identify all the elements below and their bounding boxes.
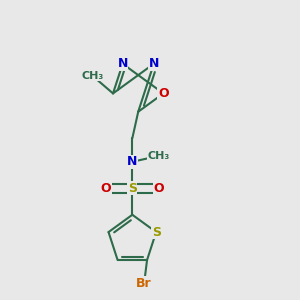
Text: S: S bbox=[128, 182, 137, 195]
Text: Br: Br bbox=[136, 277, 152, 290]
Text: CH₃: CH₃ bbox=[81, 71, 104, 81]
Text: N: N bbox=[127, 155, 137, 168]
Text: S: S bbox=[152, 226, 160, 238]
Text: N: N bbox=[118, 57, 128, 70]
Text: CH₃: CH₃ bbox=[148, 151, 170, 161]
Text: O: O bbox=[154, 182, 164, 195]
Text: O: O bbox=[158, 87, 169, 100]
Text: N: N bbox=[148, 57, 159, 70]
Text: O: O bbox=[100, 182, 111, 195]
